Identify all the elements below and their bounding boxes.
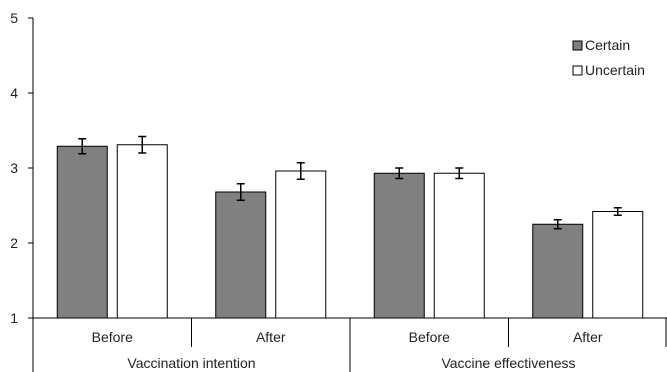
bar-uncertain-0 [116, 144, 168, 319]
bar-certain-3 [532, 223, 584, 319]
x-group-label-1: Vaccine effectiveness [441, 355, 575, 371]
bar-uncertain-2 [433, 172, 485, 319]
error-bar-uncertain-2 [455, 167, 464, 180]
x-group-label-0: Vaccination intention [127, 355, 255, 371]
error-bar-certain-2 [395, 167, 404, 180]
x-category-label-1: After [256, 329, 286, 345]
error-bar-uncertain-3 [613, 207, 622, 216]
y-tick-label-3: 4 [10, 85, 18, 101]
x-category-label-3: After [573, 329, 603, 345]
error-bars [78, 135, 622, 230]
y-tick-label-1: 2 [10, 235, 18, 251]
y-tick-label-0: 1 [10, 310, 18, 326]
legend-swatch-uncertain [572, 65, 583, 76]
error-bar-uncertain-0 [138, 135, 147, 154]
error-bar-certain-0 [78, 138, 87, 155]
bar-certain-0 [56, 145, 108, 319]
x-category-label-0: Before [92, 329, 133, 345]
y-tick-label-2: 3 [10, 160, 18, 176]
bar-certain-1 [215, 191, 267, 319]
y-tick-label-4: 5 [10, 10, 18, 26]
legend-label-certain: Certain [585, 37, 630, 53]
legend-label-uncertain: Uncertain [585, 62, 645, 78]
bars [56, 144, 644, 319]
y-axis-ticks: 1 2 3 4 5 [10, 10, 33, 326]
bar-certain-2 [373, 172, 425, 319]
legend-swatch-certain [572, 40, 583, 51]
error-bar-uncertain-1 [296, 162, 305, 180]
error-bar-certain-1 [236, 183, 245, 201]
legend: Certain Uncertain [572, 37, 645, 78]
bar-uncertain-1 [275, 170, 327, 319]
error-bar-certain-3 [553, 219, 562, 230]
x-category-label-2: Before [409, 329, 450, 345]
bar-uncertain-3 [592, 211, 644, 319]
